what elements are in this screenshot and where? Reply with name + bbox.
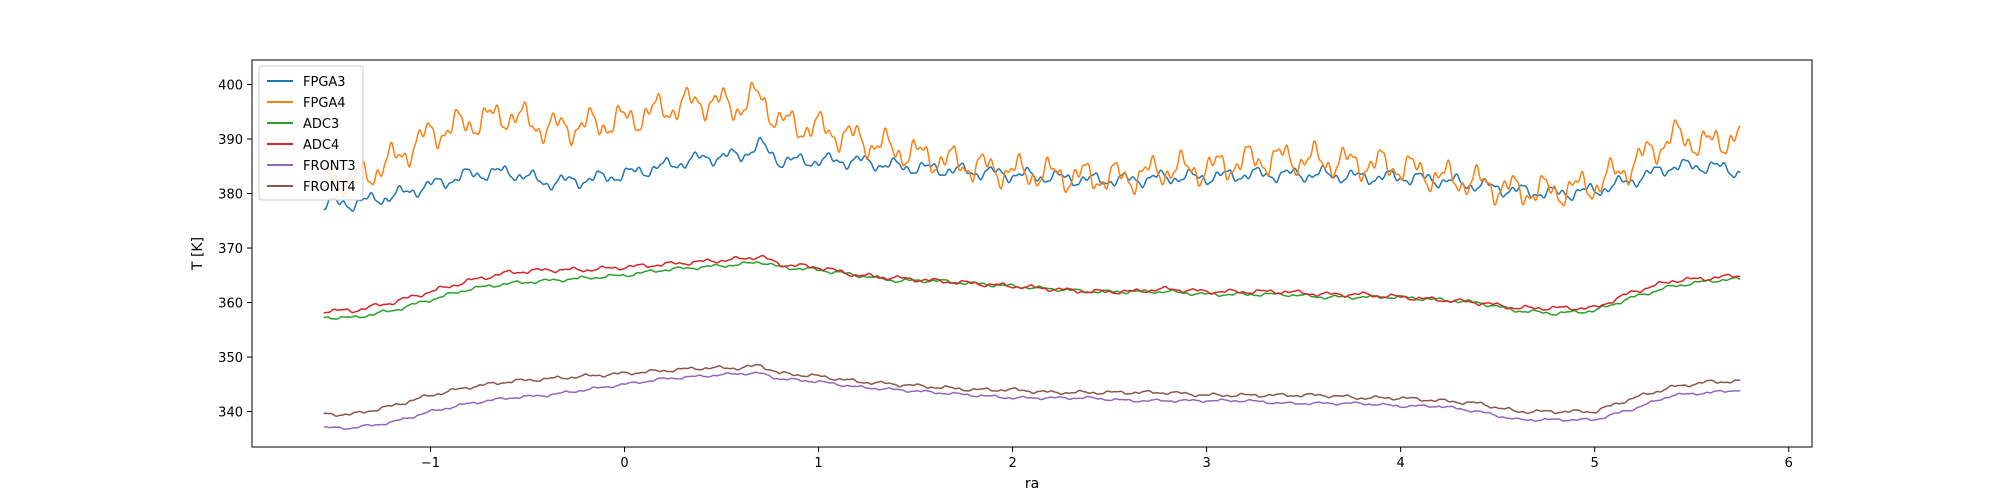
legend-label: FPGA3	[303, 75, 346, 90]
x-axis: −1 0 1 2 3 4 5 6	[421, 447, 1793, 471]
x-tick-label: 2	[1008, 456, 1016, 471]
x-tick-label: 3	[1202, 456, 1210, 471]
x-axis-label: ra	[1025, 476, 1039, 492]
series-line-front3	[323, 371, 1741, 430]
y-tick-label: 360	[218, 297, 243, 312]
series-layer	[323, 81, 1741, 430]
y-tick-label: 370	[218, 242, 243, 257]
x-tick-label: −1	[421, 456, 440, 471]
legend-label: FRONT3	[303, 159, 356, 174]
y-tick-label: 340	[218, 406, 243, 421]
y-tick-label: 380	[218, 188, 243, 203]
legend-label: ADC3	[303, 117, 339, 132]
x-tick-label: 6	[1785, 456, 1793, 471]
y-axis: 340 350 360 370 380 390 400	[218, 79, 252, 421]
x-tick-label: 4	[1397, 456, 1405, 471]
series-line-fpga3	[323, 136, 1741, 212]
series-line-front4	[323, 364, 1741, 417]
legend-label: FPGA4	[303, 96, 346, 111]
x-tick-label: 5	[1591, 456, 1599, 471]
plot-background	[252, 60, 1812, 447]
plot-frame	[251, 59, 1813, 448]
y-tick-label: 400	[218, 79, 243, 94]
y-tick-label: 350	[218, 351, 243, 366]
legend-box	[258, 65, 364, 201]
x-tick-label: 1	[814, 456, 822, 471]
y-axis-label: T [K]	[190, 237, 206, 271]
legend-label: FRONT4	[303, 180, 356, 195]
legend-label: ADC4	[303, 138, 339, 153]
series-line-adc4	[323, 254, 1741, 314]
y-tick-label: 390	[218, 133, 243, 148]
x-tick-label: 0	[620, 456, 628, 471]
legend: FPGA3 FPGA4 ADC3 ADC4 FRONT3 FRONT4	[258, 65, 364, 201]
series-line-fpga4	[323, 81, 1741, 207]
